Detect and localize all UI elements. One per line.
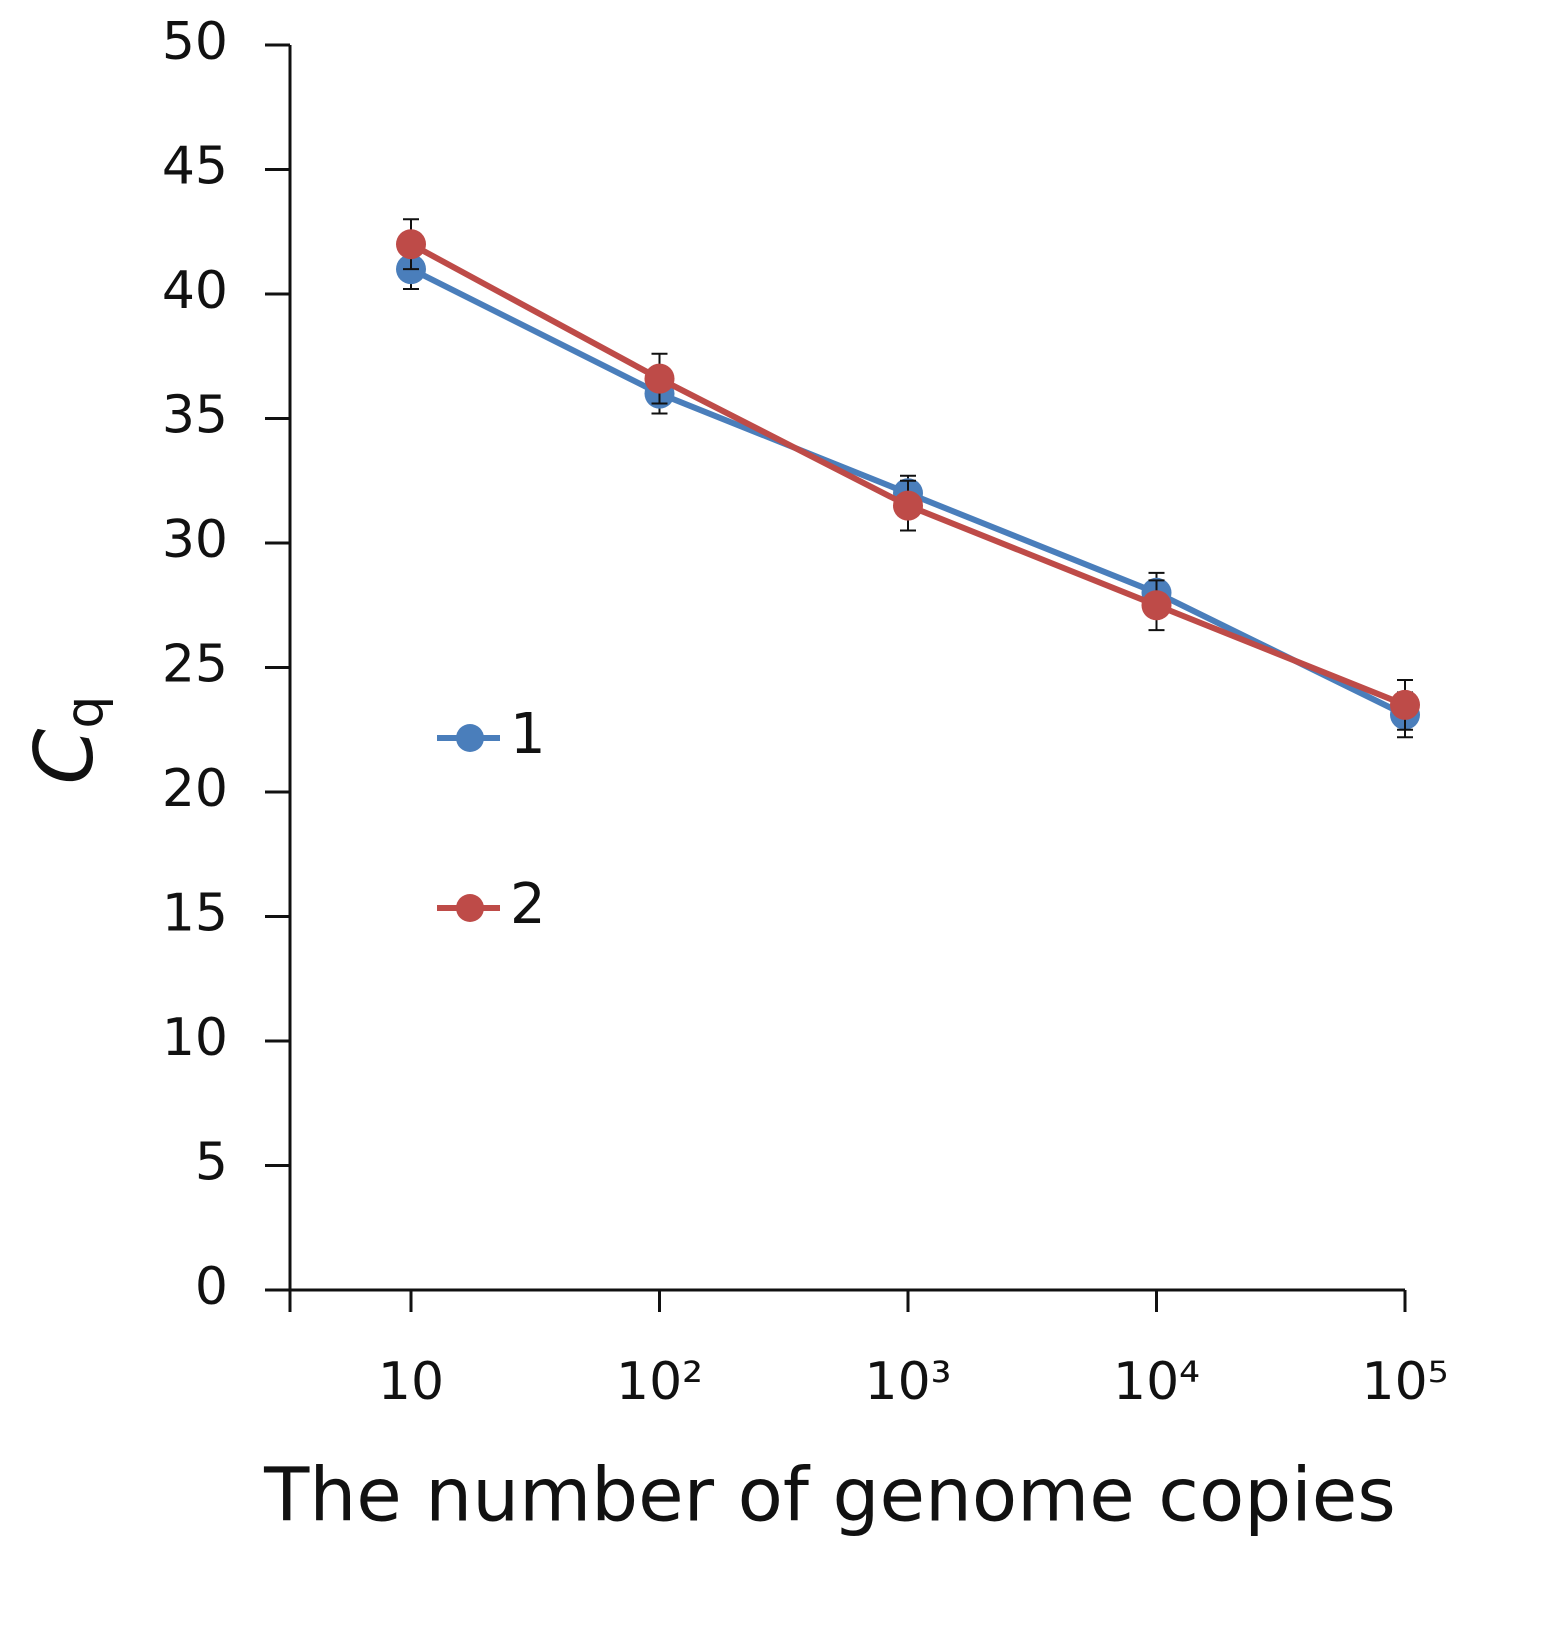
y-tick-label: 50	[162, 12, 228, 72]
y-tick-label: 35	[162, 386, 228, 446]
x-tick-label: 10⁵	[1361, 1352, 1448, 1412]
y-tick-label: 10	[162, 1008, 228, 1068]
y-tick-label: 20	[162, 759, 228, 819]
y-axis-title: Cq	[18, 696, 115, 785]
legend-label: 1	[510, 702, 546, 767]
y-tick-label: 0	[195, 1257, 228, 1317]
x-tick-label: 10	[378, 1352, 444, 1412]
y-axis-title-text: Cq	[18, 696, 115, 785]
y-axis-title-sub: q	[55, 696, 115, 729]
x-axis-title: The number of genome copies	[263, 1453, 1396, 1539]
y-tick-label: 15	[162, 884, 228, 944]
series-line	[409, 241, 1407, 708]
y-axis-title-main: C	[18, 728, 111, 784]
y-tick-label: 45	[162, 137, 228, 197]
y-tick-label: 25	[162, 635, 228, 695]
y-tick-label: 5	[195, 1133, 228, 1193]
marker	[1390, 689, 1420, 720]
legend-label: 2	[510, 872, 546, 937]
x-tick-label: 10²	[616, 1352, 703, 1412]
x-tick-label: 10³	[864, 1352, 951, 1412]
marker	[396, 229, 426, 260]
legend-marker	[456, 894, 484, 922]
marker	[1141, 590, 1172, 621]
y-tick-label: 30	[162, 510, 228, 570]
legend-marker	[456, 724, 484, 752]
x-tick-label: 10⁴	[1113, 1352, 1200, 1412]
marker	[644, 363, 675, 394]
y-tick-label: 40	[162, 261, 228, 321]
marker	[893, 490, 923, 521]
